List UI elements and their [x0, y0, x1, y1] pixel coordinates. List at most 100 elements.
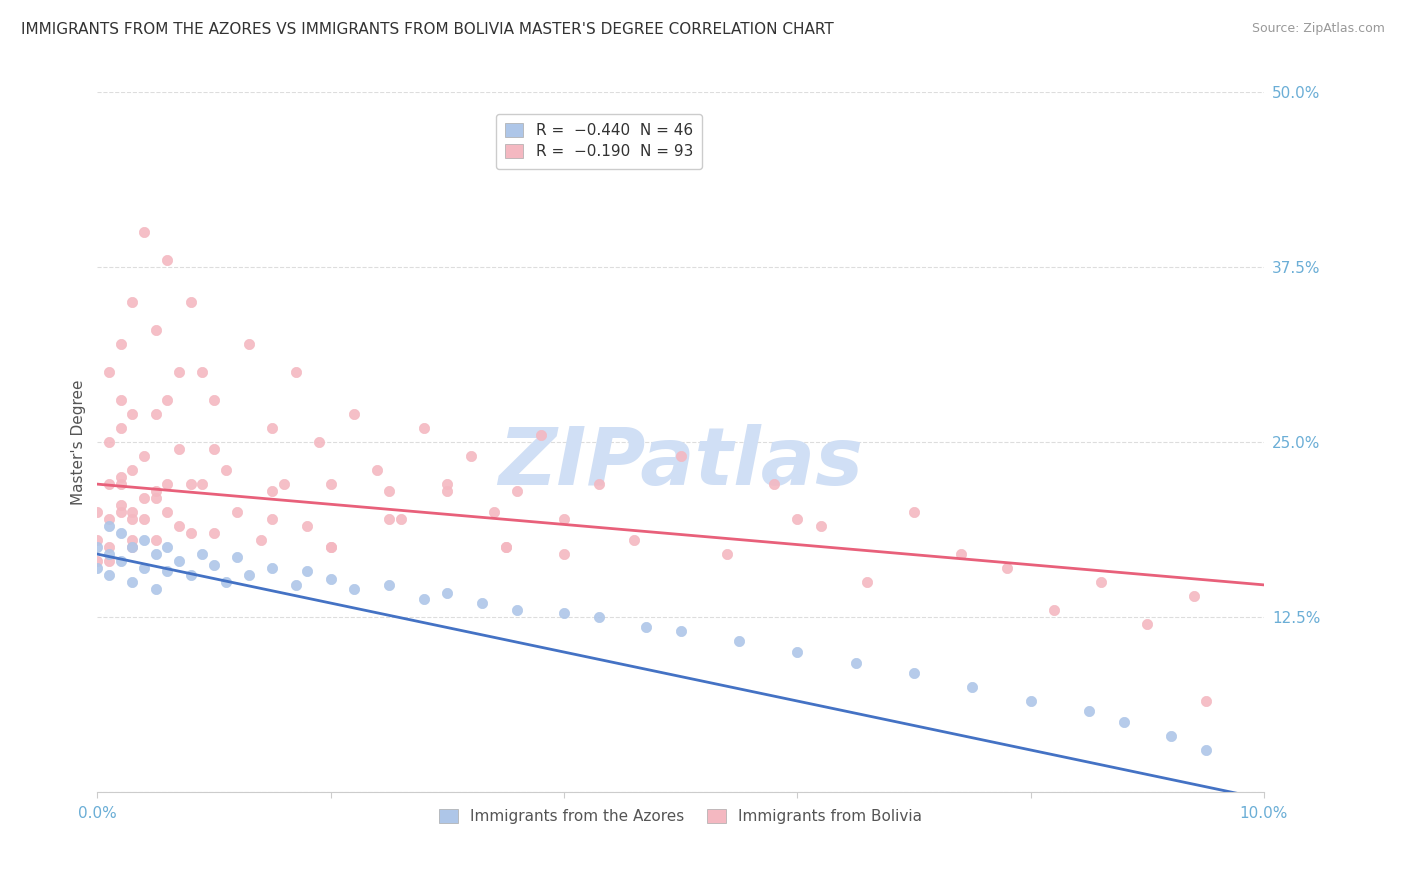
Point — [226, 505, 249, 519]
Point — [121, 540, 143, 554]
Point — [86, 533, 108, 547]
Point — [845, 657, 868, 671]
Point — [98, 568, 121, 582]
Point — [145, 484, 167, 499]
Point — [319, 477, 342, 491]
Point — [98, 547, 121, 561]
Point — [98, 519, 121, 533]
Point — [1160, 729, 1182, 743]
Point — [132, 491, 155, 505]
Point — [1043, 603, 1066, 617]
Point — [110, 421, 132, 435]
Point — [262, 484, 284, 499]
Point — [191, 365, 214, 379]
Point — [297, 519, 319, 533]
Point — [86, 561, 108, 575]
Point — [215, 575, 238, 590]
Point — [436, 477, 458, 491]
Point — [132, 225, 155, 239]
Point — [202, 442, 225, 457]
Point — [810, 519, 832, 533]
Point — [132, 533, 155, 547]
Point — [132, 512, 155, 526]
Point — [98, 477, 121, 491]
Point — [121, 505, 143, 519]
Point — [506, 484, 529, 499]
Point — [413, 591, 436, 606]
Point — [436, 586, 458, 600]
Point — [156, 540, 179, 554]
Point — [110, 393, 132, 408]
Point — [366, 463, 388, 477]
Point — [1019, 694, 1042, 708]
Point — [297, 564, 319, 578]
Point — [249, 533, 271, 547]
Point — [86, 554, 108, 568]
Point — [145, 491, 167, 505]
Text: Source: ZipAtlas.com: Source: ZipAtlas.com — [1251, 22, 1385, 36]
Point — [202, 526, 225, 541]
Point — [156, 477, 179, 491]
Point — [167, 554, 190, 568]
Point — [132, 449, 155, 463]
Point — [167, 519, 190, 533]
Point — [110, 498, 132, 512]
Point — [86, 505, 108, 519]
Point — [110, 554, 132, 568]
Point — [530, 428, 553, 442]
Point — [1194, 694, 1216, 708]
Point — [156, 505, 179, 519]
Point — [238, 568, 260, 582]
Point — [1182, 589, 1205, 603]
Point — [180, 477, 202, 491]
Point — [156, 253, 179, 268]
Point — [436, 484, 458, 499]
Point — [495, 540, 517, 554]
Point — [588, 477, 610, 491]
Point — [995, 561, 1018, 575]
Point — [110, 337, 132, 351]
Point — [191, 547, 214, 561]
Point — [110, 505, 132, 519]
Point — [495, 540, 517, 554]
Text: ZIPatlas: ZIPatlas — [498, 425, 863, 502]
Point — [145, 582, 167, 596]
Point — [145, 547, 167, 561]
Point — [238, 337, 260, 351]
Point — [460, 449, 482, 463]
Point — [156, 564, 179, 578]
Point — [202, 558, 225, 573]
Point — [1112, 714, 1135, 729]
Text: IMMIGRANTS FROM THE AZORES VS IMMIGRANTS FROM BOLIVIA MASTER'S DEGREE CORRELATIO: IMMIGRANTS FROM THE AZORES VS IMMIGRANTS… — [21, 22, 834, 37]
Point — [262, 561, 284, 575]
Y-axis label: Master's Degree: Master's Degree — [72, 379, 86, 505]
Point — [215, 463, 238, 477]
Point — [132, 561, 155, 575]
Point — [110, 470, 132, 484]
Point — [669, 449, 692, 463]
Point — [762, 477, 785, 491]
Point — [121, 463, 143, 477]
Point — [1090, 575, 1112, 590]
Point — [343, 582, 366, 596]
Point — [949, 547, 972, 561]
Point — [308, 435, 330, 450]
Point — [623, 533, 645, 547]
Point — [167, 442, 190, 457]
Point — [716, 547, 738, 561]
Point — [226, 549, 249, 564]
Point — [482, 505, 505, 519]
Point — [273, 477, 295, 491]
Point — [588, 610, 610, 624]
Point — [284, 578, 307, 592]
Point — [378, 578, 401, 592]
Point — [121, 540, 143, 554]
Point — [378, 512, 401, 526]
Point — [471, 596, 494, 610]
Point — [319, 540, 342, 554]
Point — [319, 540, 342, 554]
Point — [319, 572, 342, 586]
Point — [98, 554, 121, 568]
Point — [121, 407, 143, 421]
Point — [389, 512, 412, 526]
